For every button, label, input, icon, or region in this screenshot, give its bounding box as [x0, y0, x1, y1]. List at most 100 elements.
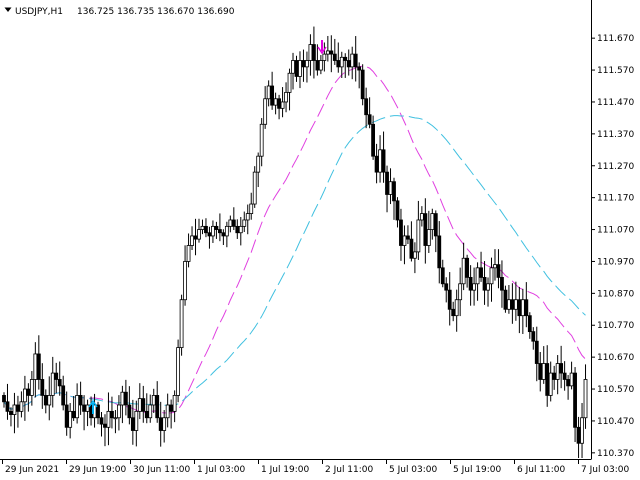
candle-body-bull: [426, 229, 431, 246]
candle-body-bear: [26, 388, 31, 396]
candle: [433, 210, 438, 253]
candle-body-bull: [489, 267, 494, 285]
candle-body-bear: [193, 235, 198, 240]
candle: [211, 220, 215, 243]
candle-body-bear: [406, 235, 410, 240]
candle-body-bear: [36, 353, 41, 380]
candle: [308, 34, 313, 76]
candle-body-bear: [54, 372, 59, 380]
candle: [291, 52, 295, 90]
candle-body-bull: [273, 98, 278, 106]
candle: [486, 277, 490, 307]
candle-body-bear: [78, 395, 83, 406]
candle-body-bull: [117, 404, 121, 419]
candle-body-bear: [336, 60, 341, 68]
candle: [573, 367, 577, 443]
x-tick-label: 1 Jul 19:00: [261, 465, 310, 475]
candle-body-bear: [440, 267, 445, 285]
candle-body-bear: [360, 69, 365, 100]
candle-body-bear: [301, 60, 306, 68]
candle: [374, 143, 379, 184]
candle: [367, 97, 372, 129]
candle-body-bear: [392, 181, 396, 202]
candle: [381, 131, 386, 183]
candle: [458, 267, 463, 317]
candle: [562, 361, 567, 391]
candle-body-bear: [123, 391, 128, 406]
candle-body-bear: [399, 219, 403, 246]
candle-body-bear: [130, 417, 135, 431]
candle: [200, 219, 205, 235]
candle: [541, 346, 546, 384]
candle-body-bear: [562, 372, 567, 380]
candle: [479, 251, 483, 282]
chevron-down-icon[interactable]: [4, 7, 12, 13]
y-tick-label: 111.370: [597, 130, 634, 140]
candle-body-bull: [475, 267, 480, 285]
candle-body-bear: [534, 340, 539, 364]
candle-body-bull: [259, 123, 264, 157]
candle: [534, 326, 539, 382]
candle: [68, 403, 73, 439]
candle-body-bull: [378, 149, 382, 173]
buy-arrow-icon: [88, 399, 98, 414]
candle-body-bull: [266, 85, 271, 100]
x-axis: 29 Jun 2021 29 Jun 19:00 30 Jun 11:00 1 Jul…: [2, 459, 630, 475]
candle-body-bull: [134, 410, 139, 431]
candle: [580, 402, 584, 458]
candle: [353, 36, 358, 82]
candle: [277, 94, 281, 120]
candle: [259, 118, 264, 167]
candle: [371, 115, 376, 160]
candle: [412, 242, 417, 274]
candle: [336, 42, 341, 73]
candle: [325, 35, 330, 62]
candle: [2, 392, 6, 408]
candle: [16, 395, 20, 428]
candle: [214, 221, 219, 239]
candle-body-bear: [482, 276, 487, 291]
candle: [559, 345, 564, 389]
candle-body-bear: [479, 267, 483, 278]
candle-body-bull: [287, 72, 292, 93]
candle: [423, 198, 428, 264]
candle-body-bear: [169, 404, 174, 412]
chart-header: USDJPY,H1 136.725 136.735 136.670 136.69…: [4, 7, 235, 17]
y-tick-label: 111.270: [597, 162, 634, 172]
candle: [158, 401, 163, 447]
candle-body-bull: [106, 410, 111, 428]
y-tick-label: 111.070: [597, 226, 634, 236]
candle-body-bear: [231, 219, 236, 227]
candle: [127, 386, 132, 425]
candle-body-bull: [162, 417, 167, 431]
candle: [315, 44, 320, 76]
candle-body-bull: [402, 235, 407, 246]
candle: [465, 254, 470, 288]
candle-body-bull: [256, 155, 261, 173]
candle: [493, 249, 497, 281]
y-tick-label: 110.970: [597, 257, 634, 267]
candle: [489, 257, 494, 302]
candle-body-bear: [409, 238, 414, 259]
candle: [190, 226, 194, 251]
candle: [454, 289, 459, 332]
candle: [40, 363, 45, 409]
candle-body-bull: [165, 404, 170, 419]
symbol-label: USDJPY,H1: [15, 7, 63, 17]
x-tick-label: 1 Jul 03:00: [197, 465, 246, 475]
candle: [96, 401, 100, 425]
candle: [507, 285, 511, 314]
candle: [113, 410, 118, 434]
candle: [545, 345, 550, 407]
candle: [75, 383, 80, 424]
candle: [186, 233, 191, 268]
candle: [266, 80, 271, 107]
candle: [85, 399, 90, 427]
candle-body-bull: [419, 213, 424, 221]
candle: [305, 51, 309, 83]
candle-body-bear: [524, 299, 529, 317]
ma-slow-line: [3, 115, 586, 410]
candle: [552, 365, 557, 390]
